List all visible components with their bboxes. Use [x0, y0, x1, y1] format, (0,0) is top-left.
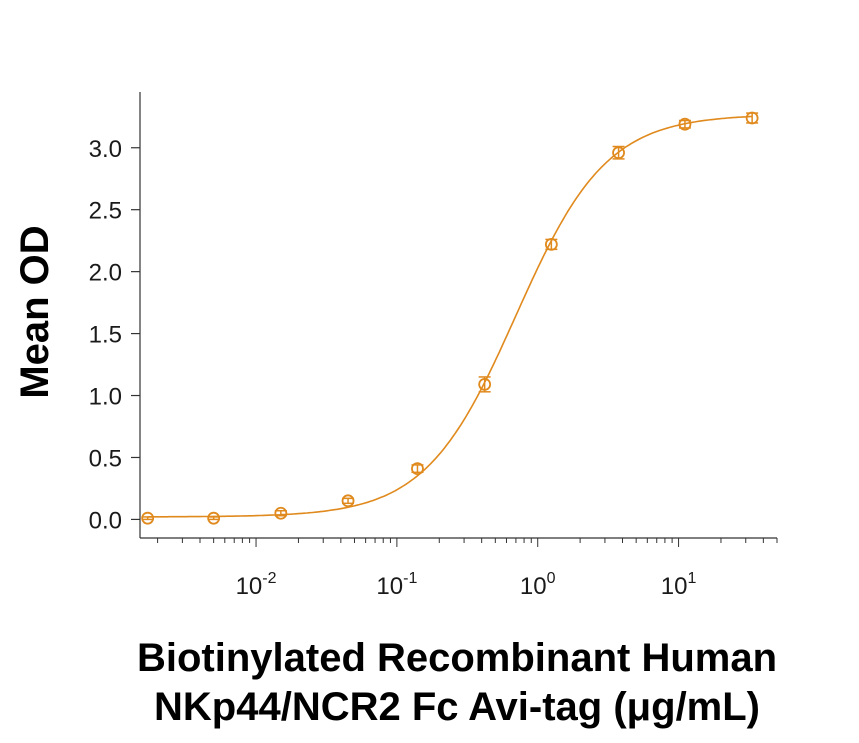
data-point	[411, 462, 424, 476]
y-tick-label: 0.5	[89, 445, 122, 472]
data-point	[141, 511, 155, 525]
x-axis-title-line-1: Biotinylated Recombinant Human	[137, 636, 777, 680]
fit-curve	[147, 115, 753, 518]
data-points	[141, 111, 759, 525]
y-ticks: 0.0 0.5 1.0 1.5 2.0 2.5 3.0	[89, 136, 140, 534]
data-point	[612, 145, 625, 160]
x-axis-title-line-2: NKp44/NCR2 Fc Avi-tag (μg/mL)	[154, 685, 760, 729]
data-point	[478, 376, 492, 393]
x-tick-label: 10-1	[376, 570, 417, 600]
point-marker	[341, 494, 355, 508]
point-marker	[411, 462, 424, 476]
data-point	[274, 506, 288, 520]
x-ticks: 10-2 10-1 100 101	[157, 538, 778, 600]
point-marker	[678, 117, 692, 131]
y-tick-label: 3.0	[89, 136, 122, 163]
y-tick-label: 1.5	[89, 322, 122, 349]
data-point	[544, 237, 558, 251]
axes	[139, 92, 777, 539]
point-marker	[207, 511, 221, 525]
data-point	[745, 111, 759, 125]
point-marker	[745, 111, 759, 125]
y-tick-label: 0.0	[89, 507, 122, 534]
x-tick-label: 101	[661, 570, 697, 600]
data-point	[207, 511, 221, 525]
y-tick-label: 2.5	[89, 198, 122, 225]
data-point	[341, 494, 355, 508]
point-marker	[274, 506, 288, 520]
point-marker	[612, 146, 625, 160]
point-marker	[544, 237, 558, 251]
data-point	[678, 117, 692, 131]
point-marker	[141, 511, 155, 525]
y-axis-title: Mean OD	[13, 225, 57, 398]
y-tick-label: 1.0	[89, 384, 122, 411]
y-tick-label: 2.0	[89, 260, 122, 287]
x-tick-label: 10-2	[236, 570, 277, 600]
x-tick-label: 100	[520, 570, 556, 600]
point-marker	[478, 377, 492, 391]
